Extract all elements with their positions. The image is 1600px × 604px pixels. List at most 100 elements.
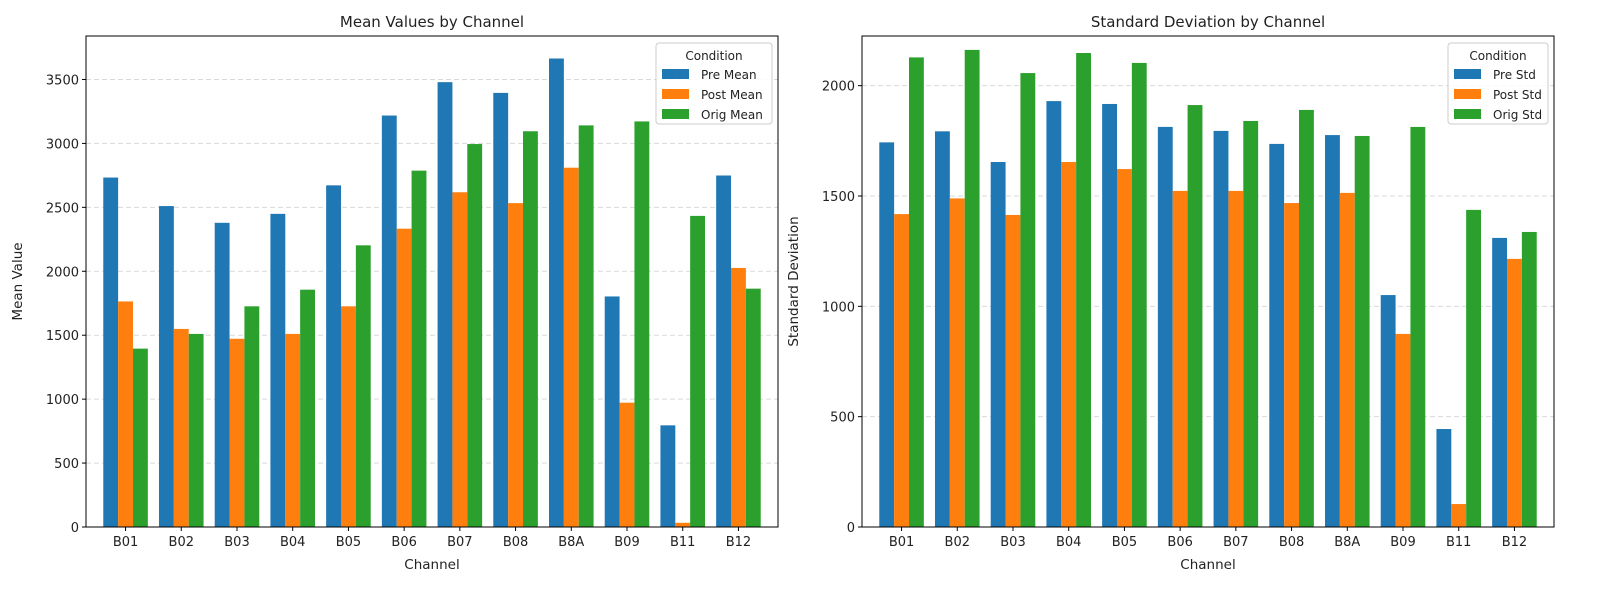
bar-post-mean-b06: [396, 228, 412, 527]
legend: Condition Pre Mean Post Mean Orig Mean: [655, 42, 773, 125]
y-tick-label: 3500: [46, 73, 79, 88]
legend-swatch: [1454, 69, 1481, 79]
x-axis-label: Channel: [1180, 557, 1235, 573]
bar-orig-std-b04: [1076, 52, 1091, 527]
bar-orig-std-b03: [1020, 73, 1036, 528]
legend-title: Condition: [1469, 49, 1526, 63]
legend: Condition Pre Std Post Std Orig Std: [1447, 42, 1549, 125]
bar-pre-std-b07: [1213, 130, 1229, 527]
legend-swatch: [662, 89, 689, 99]
bar-orig-std-b8a: [1354, 135, 1370, 527]
y-tick-label: 2500: [46, 201, 79, 216]
legend-label: Post Mean: [701, 88, 763, 102]
x-tick-label: B12: [726, 535, 751, 550]
x-tick-label: B05: [1112, 535, 1137, 550]
bar-pre-std-b03: [990, 162, 1006, 527]
bar-orig-mean-b08: [523, 131, 538, 528]
bar-orig-std-b11: [1466, 209, 1482, 527]
legend-box: [1447, 42, 1549, 125]
y-tick-label: 1500: [822, 190, 855, 205]
bar-post-mean-b07: [452, 192, 468, 527]
y-tick-label: 0: [71, 521, 79, 536]
bar-pre-mean-b02: [158, 206, 174, 528]
bar-post-mean-b08: [508, 203, 524, 527]
bar-orig-mean-b06: [411, 170, 427, 527]
x-tick-label: B02: [945, 535, 970, 550]
chart-title: Standard Deviation by Channel: [1091, 13, 1325, 31]
bar-post-std-b07: [1228, 190, 1244, 527]
bar-post-mean-b03: [229, 338, 245, 527]
y-tick-label: 0: [847, 521, 855, 536]
legend-swatch: [1454, 109, 1481, 119]
bar-pre-std-b11: [1436, 429, 1452, 527]
bar-pre-mean-b12: [716, 175, 732, 528]
legend-label: Orig Std: [1493, 108, 1542, 122]
x-tick-label: B09: [614, 535, 639, 550]
bar-orig-std-b09: [1410, 126, 1426, 527]
legend-label: Pre Mean: [701, 68, 757, 82]
bar-orig-std-b01: [908, 57, 924, 527]
x-tick-label: B01: [889, 535, 914, 550]
bar-post-mean-b04: [285, 333, 301, 527]
bar-orig-mean-b03: [244, 306, 260, 527]
x-tick-label: B03: [1000, 535, 1025, 550]
y-tick-label: 1000: [822, 300, 855, 315]
legend-label: Orig Mean: [701, 108, 763, 122]
bar-pre-mean-b07: [437, 82, 453, 527]
x-tick-label: B03: [224, 535, 249, 550]
bar-pre-mean-b05: [326, 185, 341, 528]
x-tick-label: B11: [670, 535, 695, 550]
bar-pre-mean-b04: [270, 213, 286, 528]
bar-orig-std-b06: [1187, 105, 1203, 527]
x-tick-label: B05: [336, 535, 361, 550]
bar-post-std-b03: [1005, 214, 1021, 527]
legend-swatch: [662, 109, 689, 119]
y-axis-label: Standard Deviation: [786, 216, 802, 346]
bar-pre-mean-b01: [103, 177, 119, 528]
bar-pre-mean-b8a: [549, 58, 564, 528]
bar-post-std-b11: [1451, 504, 1467, 527]
x-tick-label: B04: [1056, 535, 1081, 550]
bar-pre-std-b02: [934, 131, 950, 527]
bar-orig-mean-b01: [132, 348, 148, 527]
bar-orig-std-b07: [1243, 120, 1259, 528]
axes-frame: [85, 35, 779, 528]
legend-label: Pre Std: [1493, 68, 1536, 82]
bar-orig-mean-b05: [355, 245, 371, 527]
bar-orig-mean-b07: [467, 144, 483, 527]
y-tick-label: 1000: [46, 393, 79, 408]
chart-title: Mean Values by Channel: [340, 13, 524, 31]
x-tick-label: B06: [391, 535, 416, 550]
x-tick-label: B11: [1446, 535, 1471, 550]
x-tick-label: B02: [169, 535, 194, 550]
bar-post-mean-b05: [340, 306, 356, 527]
chart-std: 0 500 1000 1500 2000 B01 B02 B03 B04 B05 B06 B07 B08…: [786, 13, 1555, 573]
y-tick-label: 2000: [46, 265, 79, 280]
x-tick-label: B01: [113, 535, 138, 550]
bar-orig-mean-b04: [300, 289, 315, 527]
bar-pre-std-b8a: [1325, 135, 1340, 527]
bar-pre-std-b01: [879, 142, 895, 528]
x-tick-label: B08: [1279, 535, 1304, 550]
bar-post-mean-b02: [173, 328, 189, 527]
y-axis-label: Mean Value: [10, 242, 26, 320]
x-tick-label: B08: [503, 535, 528, 550]
y-tick-label: 2000: [822, 80, 855, 95]
bar-pre-std-b06: [1157, 126, 1173, 527]
bar-post-mean-b12: [731, 267, 746, 527]
bar-post-mean-b01: [118, 301, 133, 527]
x-tick-label: B07: [447, 535, 472, 550]
bar-post-std-b8a: [1339, 192, 1355, 527]
y-tick-label: 500: [54, 457, 79, 472]
bar-pre-mean-b03: [214, 222, 230, 527]
axes-frame: [861, 35, 1555, 528]
bar-pre-mean-b09: [604, 296, 620, 527]
bar-pre-std-b05: [1102, 103, 1117, 527]
legend-title: Condition: [685, 49, 742, 63]
bar-post-mean-b11: [675, 522, 691, 527]
x-tick-label: B07: [1223, 535, 1248, 550]
bar-post-std-b09: [1395, 333, 1411, 527]
bar-orig-std-b08: [1299, 109, 1314, 527]
x-tick-label: B04: [280, 535, 305, 550]
bar-post-mean-b09: [619, 402, 635, 527]
